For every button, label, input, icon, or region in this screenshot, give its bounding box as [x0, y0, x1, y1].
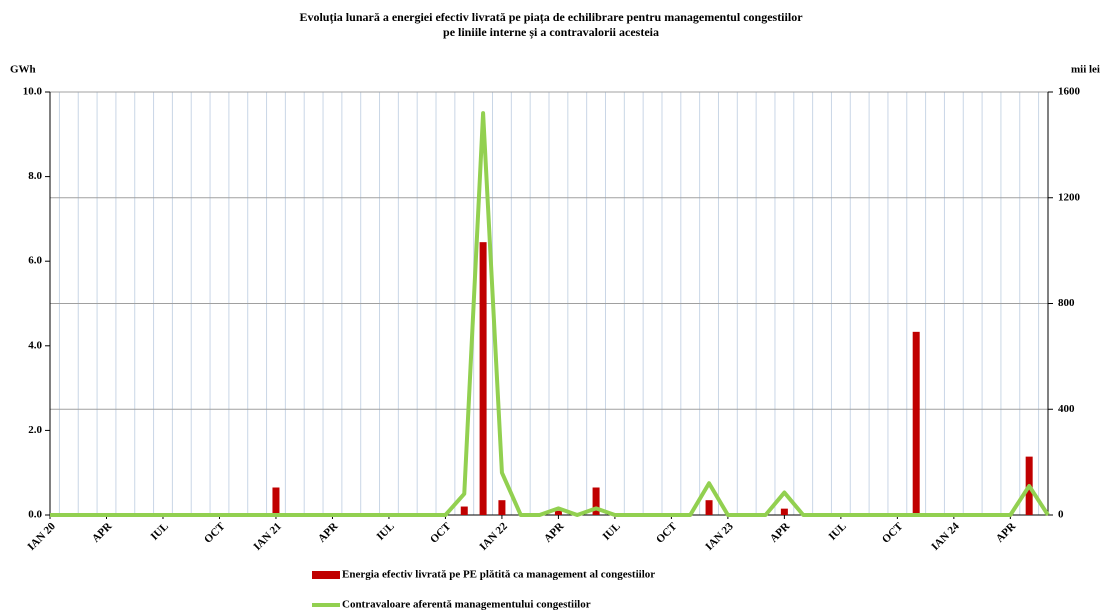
y2-tick-label: 400 [1058, 403, 1075, 415]
x-tick-label: APR [768, 520, 793, 545]
x-tick-label: APR [90, 520, 115, 545]
y-tick-label: 8.0 [28, 170, 42, 182]
chart-title: Evoluția lunară a energiei efectiv livra… [299, 10, 803, 25]
y2-axis-label: mii lei [1071, 64, 1100, 76]
bar [272, 487, 280, 515]
x-tick-label: OCT [202, 520, 228, 546]
bar [460, 506, 468, 515]
y2-tick-label: 1200 [1058, 191, 1081, 203]
y2-tick-label: 800 [1058, 297, 1075, 309]
legend-swatch [312, 571, 340, 579]
y2-tick-label: 1600 [1058, 86, 1081, 98]
x-tick-label: APR [542, 520, 567, 545]
y-tick-label: 0.0 [28, 509, 42, 521]
y-tick-label: 10.0 [23, 86, 43, 98]
x-tick-label: OCT [880, 520, 906, 546]
x-tick-label: IUL [375, 520, 397, 542]
x-tick-label: IAN 24 [929, 520, 962, 553]
x-tick-label: OCT [428, 520, 454, 546]
x-tick-label: IAN 22 [477, 520, 510, 553]
bar [912, 331, 920, 515]
bar [554, 510, 562, 515]
y-tick-label: 6.0 [28, 255, 42, 267]
x-tick-label: IUL [149, 520, 171, 542]
y2-tick-label: 0 [1058, 509, 1064, 521]
bar [705, 500, 713, 515]
bar [479, 242, 487, 516]
x-tick-label: APR [316, 520, 341, 545]
x-tick-label: IUL [826, 520, 848, 542]
x-tick-label: OCT [654, 520, 680, 546]
bar [592, 487, 600, 515]
bar [780, 508, 788, 515]
bar [498, 500, 506, 515]
x-tick-label: IAN 20 [25, 520, 58, 553]
chart-title: pe liniile interne și a contravalorii ac… [443, 25, 659, 40]
legend-label: Energia efectiv livrată pe PE plătită ca… [342, 569, 655, 581]
y-axis-label: GWh [10, 64, 36, 76]
y-tick-label: 4.0 [28, 339, 42, 351]
y-tick-label: 2.0 [28, 424, 42, 436]
x-tick-label: APR [994, 520, 1019, 545]
x-tick-label: IUL [600, 520, 622, 542]
x-tick-label: IAN 23 [703, 520, 736, 553]
legend-label: Contravaloare aferentă managementului co… [342, 599, 591, 611]
x-tick-label: IAN 21 [251, 520, 283, 552]
line [50, 111, 1050, 517]
